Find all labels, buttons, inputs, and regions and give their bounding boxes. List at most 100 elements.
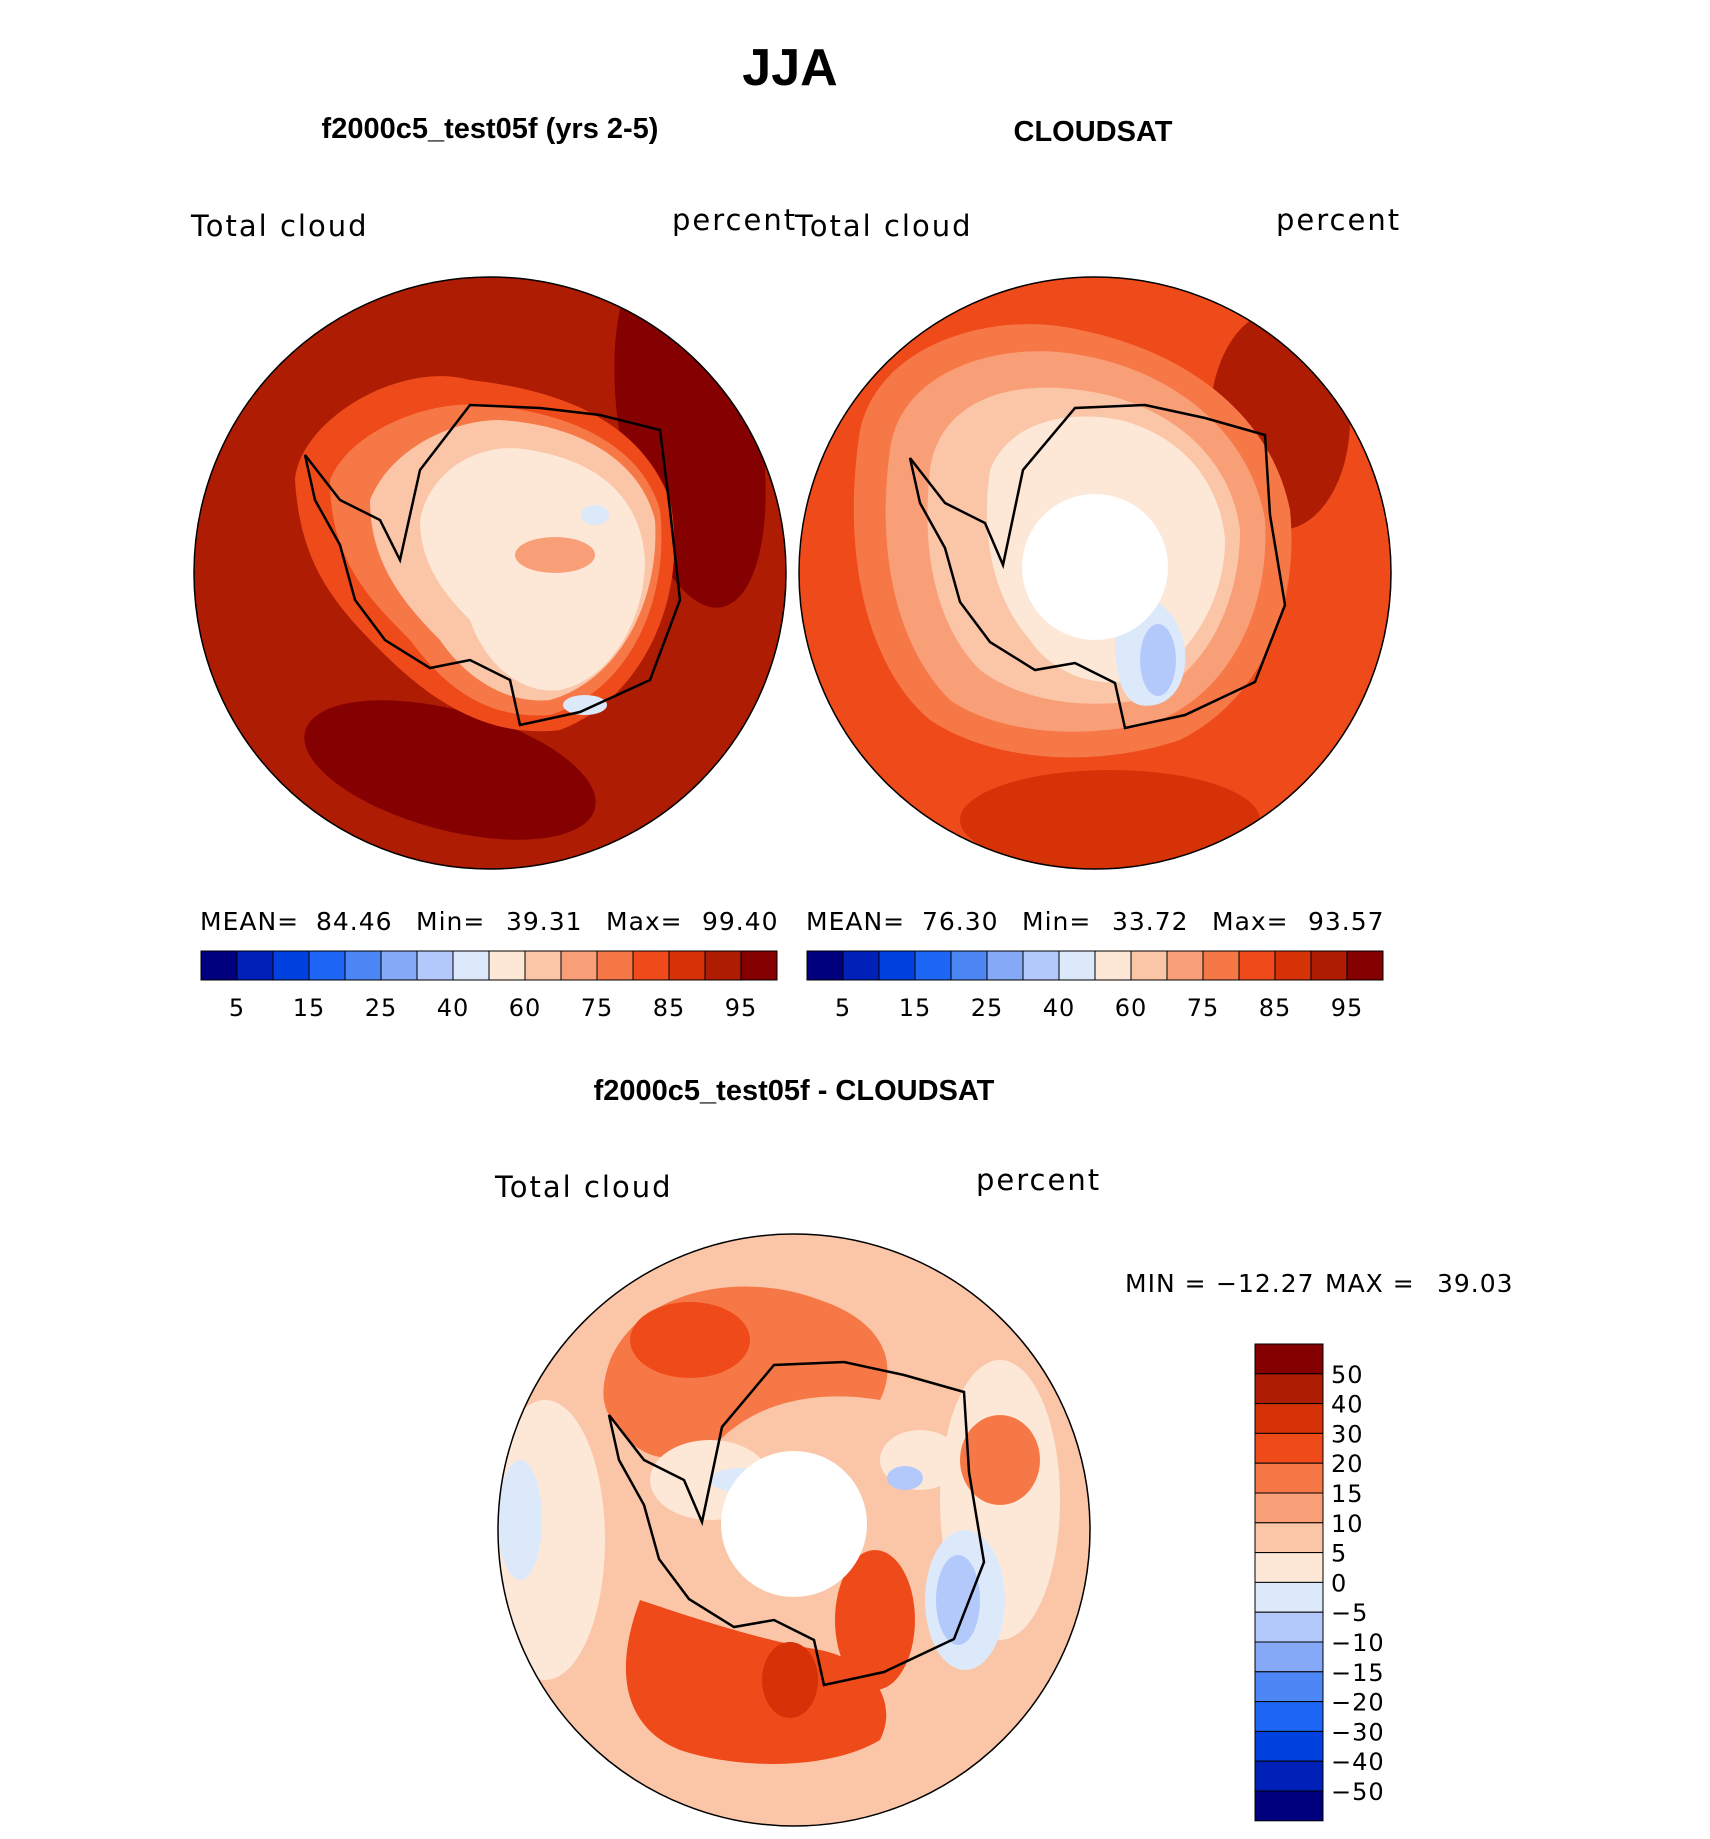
max-label: Max= <box>1212 907 1289 936</box>
colorbar-swatch <box>632 950 670 981</box>
field-contour <box>835 1550 915 1690</box>
colorbar-tick-label: 15 <box>899 994 932 1022</box>
colorbar-tick-label: 50 <box>1331 1361 1364 1389</box>
missing-data-hole <box>1022 494 1168 640</box>
colorbar-swatch <box>1022 950 1060 981</box>
min-value: 33.72 <box>1112 907 1189 936</box>
colorbar-tick-label: 75 <box>1187 994 1220 1022</box>
colorbar-tick-label: −5 <box>1331 1599 1368 1627</box>
panel-obs-title: CLOUDSAT <box>1014 116 1173 148</box>
map-model <box>194 277 786 869</box>
map-obs <box>799 277 1391 869</box>
colorbar-swatch <box>1254 1552 1324 1583</box>
field-contour <box>960 1415 1040 1505</box>
field-contour <box>936 1555 980 1645</box>
panel-diff-variable: Total cloud <box>494 1170 672 1204</box>
colorbar-tick-label: 0 <box>1331 1569 1347 1597</box>
colorbar-swatch <box>1202 950 1240 981</box>
map-frame <box>798 276 1392 870</box>
colorbar-tick-label: 60 <box>1115 994 1148 1022</box>
colorbar-swatch <box>416 950 454 981</box>
max-value: 39.03 <box>1437 1269 1514 1298</box>
mean-value: 84.46 <box>316 907 393 936</box>
field-contour <box>960 770 1260 869</box>
colorbar-swatch <box>200 950 238 981</box>
field-contour <box>1140 624 1176 696</box>
panel-obs-variable: Total cloud <box>794 209 972 243</box>
colorbar-swatch <box>1274 950 1312 981</box>
colorbar-tick-label: 15 <box>293 994 326 1022</box>
colorbar-swatch <box>1238 950 1276 981</box>
colorbar-tick-label: −10 <box>1331 1629 1385 1657</box>
colorbar-swatch <box>524 950 562 981</box>
colorbar-swatch <box>878 950 916 981</box>
colorbar-swatch <box>1254 1701 1324 1732</box>
min-label: Min= <box>1022 907 1091 936</box>
panel-model: f2000c5_test05f (yrs 2-5) Total cloud pe… <box>190 113 797 1022</box>
colorbar-tick-label: 95 <box>725 994 758 1022</box>
missing-data-hole <box>721 1451 867 1597</box>
colorbar-swatch <box>1254 1462 1324 1494</box>
colorbar-swatch <box>1254 1343 1324 1375</box>
panel-diff-title: f2000c5_test05f - CLOUDSAT <box>594 1075 995 1107</box>
colorbar-swatch <box>740 950 778 981</box>
colorbar-tick-label: −30 <box>1331 1718 1385 1746</box>
colorbar-swatch <box>806 950 844 981</box>
coastline <box>303 403 682 727</box>
field-contour <box>498 1460 542 1580</box>
mean-value: 76.30 <box>922 907 999 936</box>
colorbar-swatch <box>272 950 310 981</box>
colorbar-obs: 5 15 25 40 60 75 85 95 <box>806 950 1384 1022</box>
panel-obs-stats: MEAN= 76.30 Min= 33.72 Max= 93.57 <box>806 907 1385 936</box>
colorbar-swatch <box>950 950 988 981</box>
field-contour <box>581 505 609 525</box>
min-value: 39.31 <box>506 907 583 936</box>
colorbar-swatch <box>596 950 634 981</box>
max-value: 93.57 <box>1308 907 1385 936</box>
colorbar-swatch <box>1310 950 1348 981</box>
colorbar-swatch <box>488 950 526 981</box>
colorbar-swatch <box>1058 950 1096 981</box>
colorbar-swatch <box>1254 1671 1324 1703</box>
min-label: Min= <box>416 907 485 936</box>
colorbar-tick-label: 85 <box>1259 994 1292 1022</box>
colorbar-swatch <box>1254 1641 1324 1673</box>
mean-label: MEAN= <box>806 907 905 936</box>
map-frame <box>497 1233 1091 1827</box>
colorbar-tick-label: 75 <box>581 994 614 1022</box>
colorbar-tick-label: −20 <box>1331 1689 1385 1717</box>
colorbar-swatch <box>986 950 1024 981</box>
colorbar-tick-label: 20 <box>1331 1450 1364 1478</box>
colorbar-swatch <box>560 950 598 981</box>
colorbar-swatch <box>1166 950 1204 981</box>
colorbar-tick-label: −15 <box>1331 1659 1385 1687</box>
panel-diff-stats: MIN = −12.27 MAX = 39.03 <box>1125 1269 1514 1298</box>
colorbar-swatch <box>452 950 490 981</box>
panel-obs-units: percent <box>1276 203 1401 237</box>
panel-model-variable: Total cloud <box>190 209 368 243</box>
colorbar-tick-label: 85 <box>653 994 686 1022</box>
colorbar-swatch <box>668 950 706 981</box>
colorbar-tick-label: 5 <box>229 994 245 1022</box>
colorbar-tick-label: 60 <box>509 994 542 1022</box>
colorbar-tick-label: 5 <box>1331 1540 1347 1568</box>
panel-model-units: percent <box>672 203 797 237</box>
field-contour <box>887 1466 923 1490</box>
panel-model-stats: MEAN= 84.46 Min= 39.31 Max= 99.40 <box>200 907 778 936</box>
min-value: −12.27 <box>1216 1269 1315 1298</box>
colorbar-tick-label: 15 <box>1331 1480 1364 1508</box>
max-label: Max= <box>606 907 683 936</box>
map-frame <box>193 276 787 870</box>
colorbar-tick-label: 30 <box>1331 1420 1364 1448</box>
colorbar-tick-label: 40 <box>1043 994 1076 1022</box>
figure-title: JJA <box>742 39 837 97</box>
colorbar-swatch <box>1254 1790 1324 1822</box>
colorbar-tick-label: 25 <box>365 994 398 1022</box>
colorbar-swatch <box>842 950 880 981</box>
colorbar-tick-label: 5 <box>835 994 851 1022</box>
min-label: MIN = <box>1125 1269 1207 1298</box>
field-contour <box>630 1302 750 1378</box>
field-contour <box>563 695 607 715</box>
